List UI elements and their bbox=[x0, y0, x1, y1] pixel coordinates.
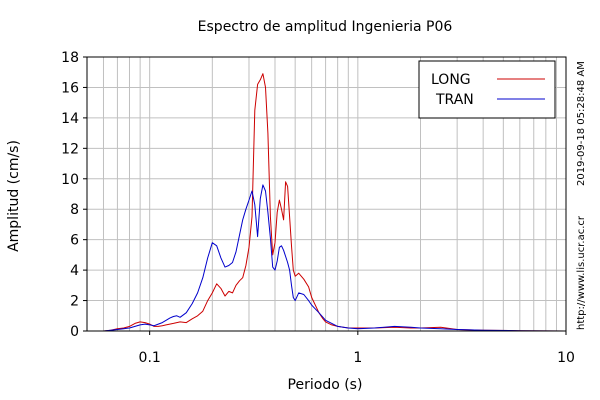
y-tick-label: 18 bbox=[61, 50, 79, 66]
y-tick-label: 12 bbox=[61, 141, 79, 157]
y-axis: 0 2 4 6 8 10 12 14 16 18 bbox=[61, 50, 87, 340]
timestamp-label: 2019-09-18 05:28:48 AM bbox=[576, 61, 587, 186]
y-tick-label: 4 bbox=[70, 263, 79, 279]
source-url-label: http://www.lis.ucr.ac.cr bbox=[576, 215, 587, 330]
x-tick-label: 10 bbox=[557, 350, 575, 366]
y-tick-label: 8 bbox=[70, 202, 79, 218]
y-tick-label: 14 bbox=[61, 111, 79, 127]
x-tick-label: 1 bbox=[353, 350, 362, 366]
chart-title: Espectro de amplitud Ingenieria P06 bbox=[198, 19, 453, 35]
legend-label-tran: TRAN bbox=[435, 92, 474, 108]
y-axis-title: Amplitud (cm/s) bbox=[6, 140, 22, 252]
plot-frame bbox=[86, 56, 567, 332]
y-tick-label: 6 bbox=[70, 233, 79, 249]
y-tick-label: 2 bbox=[70, 294, 79, 310]
x-tick-label: 0.1 bbox=[139, 350, 161, 366]
y-tick-label: 10 bbox=[61, 172, 79, 188]
y-tick-label: 0 bbox=[70, 324, 79, 340]
legend-box bbox=[418, 60, 556, 119]
x-axis-title: Periodo (s) bbox=[288, 377, 363, 393]
legend-label-long: LONG bbox=[431, 72, 471, 88]
series-line-long bbox=[87, 73, 567, 332]
y-tick-label: 16 bbox=[61, 80, 79, 96]
x-axis: 0.1 1 10 bbox=[139, 331, 575, 366]
series-layer bbox=[87, 73, 567, 332]
series-line-tran bbox=[87, 184, 567, 332]
legend: LONG TRAN bbox=[418, 60, 556, 119]
